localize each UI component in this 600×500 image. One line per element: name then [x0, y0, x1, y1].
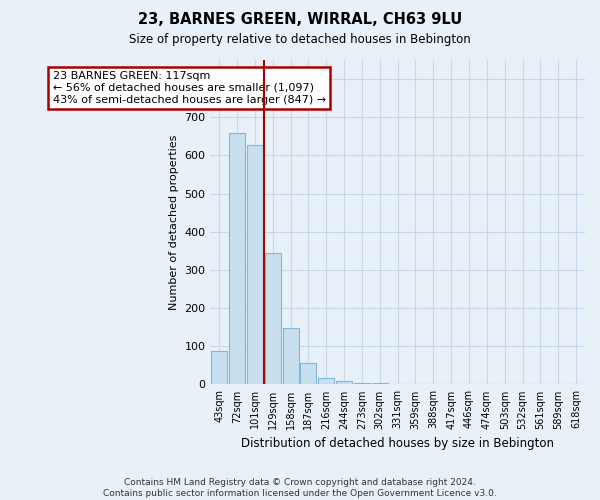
Y-axis label: Number of detached properties: Number of detached properties: [169, 134, 179, 310]
X-axis label: Distribution of detached houses by size in Bebington: Distribution of detached houses by size …: [241, 437, 554, 450]
Bar: [247, 144, 263, 384]
Bar: [211, 351, 227, 384]
Bar: [318, 378, 334, 384]
Text: Contains HM Land Registry data © Crown copyright and database right 2024.
Contai: Contains HM Land Registry data © Crown c…: [103, 478, 497, 498]
Text: 23, BARNES GREEN, WIRRAL, CH63 9LU: 23, BARNES GREEN, WIRRAL, CH63 9LU: [138, 12, 462, 28]
Bar: [229, 132, 245, 384]
Text: 23 BARNES GREEN: 117sqm
← 56% of detached houses are smaller (1,097)
43% of semi: 23 BARNES GREEN: 117sqm ← 56% of detache…: [53, 72, 326, 104]
Text: Size of property relative to detached houses in Bebington: Size of property relative to detached ho…: [129, 32, 471, 46]
Bar: [283, 328, 299, 384]
Bar: [336, 382, 352, 384]
Bar: [265, 252, 281, 384]
Bar: [354, 382, 370, 384]
Bar: [301, 364, 316, 384]
